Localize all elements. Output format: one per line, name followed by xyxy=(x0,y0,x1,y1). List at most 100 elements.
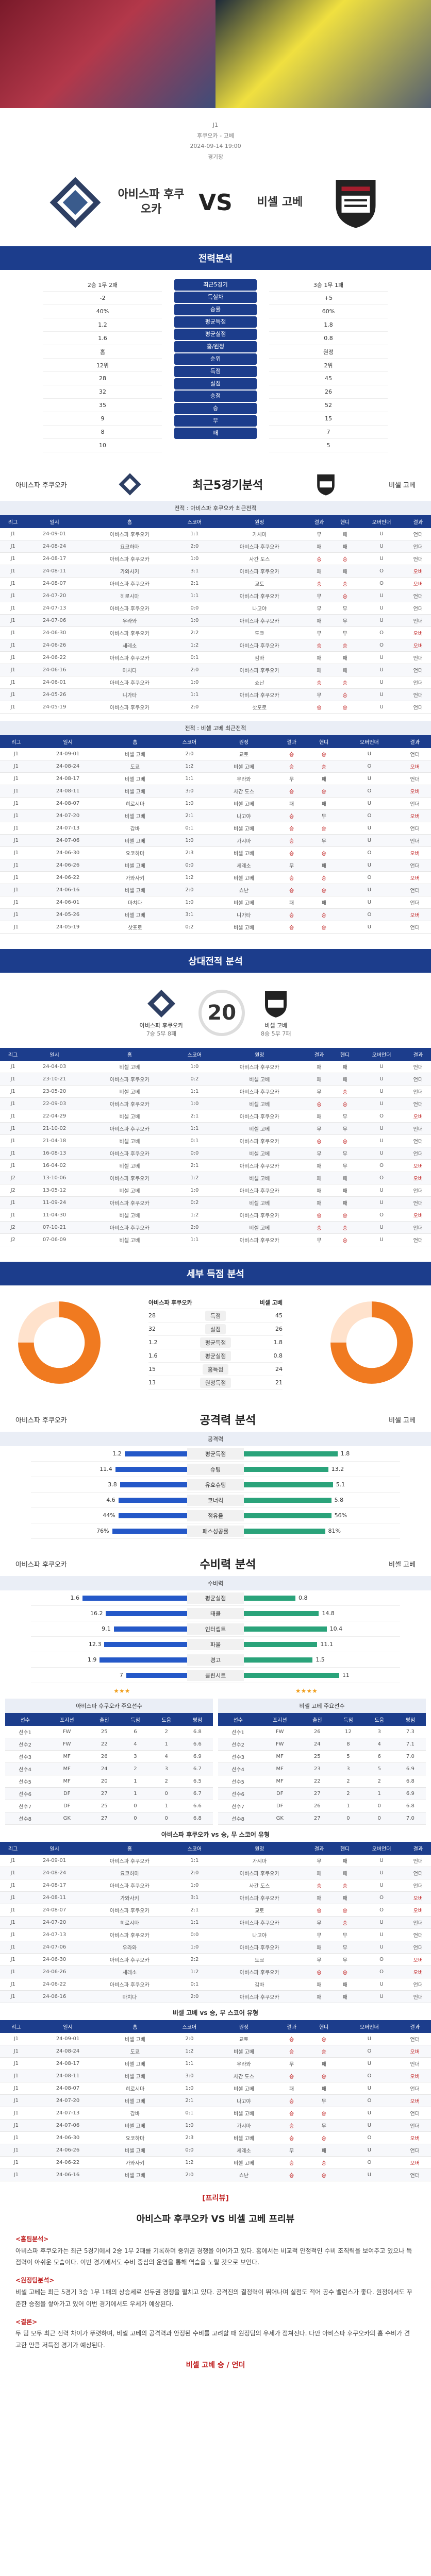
table-header: 결과 xyxy=(399,735,431,748)
away-bar-wrap: 56% xyxy=(244,1512,400,1519)
table-cell: MF xyxy=(258,1762,302,1775)
table-row: J1 24-09-01 비셀 고베 2:0 교토 승 승 U 언더 xyxy=(0,2033,431,2045)
table-cell: 1:0 xyxy=(176,614,213,627)
table-cell: 6.8 xyxy=(181,1812,213,1825)
table-cell: 23-05-20 xyxy=(26,1085,83,1098)
table-cell: 1:2 xyxy=(176,639,213,652)
table-header: 핸디 xyxy=(332,1842,358,1855)
table-cell: 패 xyxy=(332,540,358,553)
table-cell: 2:2 xyxy=(176,626,213,639)
table-cell: 패 xyxy=(332,651,358,664)
away-players-table: 선수 포지션 출전 득점 도움 평점 선수1 FW 26 12 3 7.3 선수2 FW 24 8 4 7.1 선수… xyxy=(218,1713,426,1825)
table-cell: 6.6 xyxy=(181,1738,213,1751)
table-row: J1 24-08-17 아비스파 후쿠오카 1:0 사간 도스 승 승 U 언더 xyxy=(0,1879,431,1892)
table-cell: 비셀 고베 xyxy=(212,1147,306,1160)
detail-home-value: 1.2 xyxy=(148,1339,158,1346)
table-cell: U xyxy=(358,614,405,627)
compare-label: 평균득점 xyxy=(174,316,257,328)
table-cell: 승 xyxy=(332,676,358,689)
table-cell: DF xyxy=(45,1800,89,1812)
table-cell: 승 xyxy=(306,639,333,652)
home-analysis-head: <홈팀분석> xyxy=(15,2235,49,2243)
table-cell: 24-08-07 xyxy=(26,577,83,590)
table-cell: 11-09-24 xyxy=(26,1196,83,1209)
table-cell: 24-06-30 xyxy=(32,2131,104,2144)
table-cell: 교토 xyxy=(212,577,306,590)
table-cell: U xyxy=(340,2107,399,2120)
table-cell: U xyxy=(340,859,399,872)
home-bar-wrap: 1.2 xyxy=(31,1450,187,1457)
table-cell: 2:0 xyxy=(176,1221,213,1234)
table-cell: U xyxy=(358,1122,405,1135)
h2h-home: 아비스파 후쿠오카 7승 5무 8패 xyxy=(140,988,183,1038)
table-cell: 24-09-01 xyxy=(32,748,104,760)
analysis-row: 9.1 인터셉트 10.4 xyxy=(31,1621,400,1637)
table-row: J1 24-06-16 비셀 고베 2:0 쇼난 승 승 U 언더 xyxy=(0,884,431,896)
table-cell: 2:0 xyxy=(176,1990,213,2003)
table-cell: J1 xyxy=(0,2131,32,2144)
attack-away-name: 비셀 고베 xyxy=(389,1416,416,1425)
home-value: 9.1 xyxy=(102,1625,111,1632)
table-row: J1 11-04-30 비셀 고베 1:2 아비스파 후쿠오카 승 승 O 오버 xyxy=(0,1209,431,1222)
compare-home-cell: 8 xyxy=(43,426,162,439)
table-cell: 24-06-30 xyxy=(26,1953,83,1966)
analysis-row: 7 클린시트 11 xyxy=(31,1668,400,1683)
attack-title: 공격력 분석 xyxy=(200,1414,256,1427)
table-cell: 비셀 고베 xyxy=(82,1061,176,1073)
table-row: J1 23-05-20 비셀 고베 1:1 아비스파 후쿠오카 무 승 U 언더 xyxy=(0,1085,431,1098)
table-cell: 언더 xyxy=(405,1233,431,1246)
table-cell: 승 xyxy=(275,748,308,760)
table-cell: 비셀 고베 xyxy=(103,2168,167,2181)
table-cell: 아비스파 후쿠오카 xyxy=(82,1855,176,1867)
table-cell: 24-06-22 xyxy=(32,871,104,884)
table-cell: U xyxy=(358,1097,405,1110)
table-cell: 3:0 xyxy=(167,2070,212,2082)
table-cell: 오버 xyxy=(405,1159,431,1172)
table-cell: 우라와 xyxy=(212,772,276,785)
table-row: J1 24-07-20 히로시마 1:1 아비스파 후쿠오카 무 승 U 언더 xyxy=(0,589,431,602)
table-cell: 27 xyxy=(302,1812,333,1825)
table-cell: O xyxy=(340,871,399,884)
table-cell: 패 xyxy=(275,2082,308,2095)
table-cell: 2:0 xyxy=(176,540,213,553)
table-cell: 승 xyxy=(307,2107,340,2120)
table-header: 리그 xyxy=(0,735,32,748)
table-cell: 언더 xyxy=(399,2082,431,2095)
table-cell: 0:1 xyxy=(176,1978,213,1991)
table-row: J1 16-04-02 비셀 고베 2:1 아비스파 후쿠오카 패 무 O 오버 xyxy=(0,1159,431,1172)
table-cell: U xyxy=(340,797,399,810)
table-cell: 아비스파 후쿠오카 xyxy=(82,651,176,664)
recent-header: 아비스파 후쿠오카 최근5경기분석 비셀 고베 xyxy=(0,468,431,501)
table-cell: 패 xyxy=(275,896,308,909)
home-bar-wrap: 12.3 xyxy=(31,1641,187,1648)
table-cell: 무 xyxy=(332,1110,358,1123)
table-row: J1 24-09-01 비셀 고베 2:0 교토 승 승 U 언더 xyxy=(0,748,431,760)
detail-away-value: 1.8 xyxy=(273,1339,283,1346)
table-cell: 승 xyxy=(275,908,308,921)
table-cell: 3:0 xyxy=(167,785,212,798)
table-cell: 2:0 xyxy=(176,664,213,676)
table-cell: 아비스파 후쿠오카 xyxy=(212,540,306,553)
table-header: 득점 xyxy=(333,1713,364,1726)
table-cell: 승 xyxy=(307,921,340,934)
table-cell: 22 xyxy=(302,1775,333,1788)
table-cell: FW xyxy=(45,1738,89,1751)
match-title: 후쿠오카 - 고베 xyxy=(197,132,234,139)
table-cell: J1 xyxy=(0,2119,32,2132)
table-cell: 오버 xyxy=(399,846,431,859)
table-cell: 오버 xyxy=(405,1953,431,1966)
match-header: J1 후쿠오카 - 고베 2024-09-14 19:00 경기장 xyxy=(0,108,431,169)
table-cell: U xyxy=(358,1928,405,1941)
table-cell: 비셀 고베 xyxy=(103,2144,167,2157)
compare-home-column: 2승 1무 2패 -2 40% 1.2 1.6 홈 12위 28 32 35 9 8 10 xyxy=(43,278,162,452)
table-cell: 승 xyxy=(332,1879,358,1892)
table-cell: 언더 xyxy=(405,676,431,689)
table-cell: 24-07-20 xyxy=(26,589,83,602)
table-header: 출전 xyxy=(89,1713,120,1726)
table-cell: J1 xyxy=(0,1867,26,1879)
table-cell: 승 xyxy=(306,577,333,590)
table-cell: 아비스파 후쿠오카 xyxy=(212,1867,306,1879)
table-cell: 아비스파 후쿠오카 xyxy=(82,1097,176,1110)
table-cell: J1 xyxy=(0,1855,26,1867)
table-cell: 승 xyxy=(275,2168,308,2181)
